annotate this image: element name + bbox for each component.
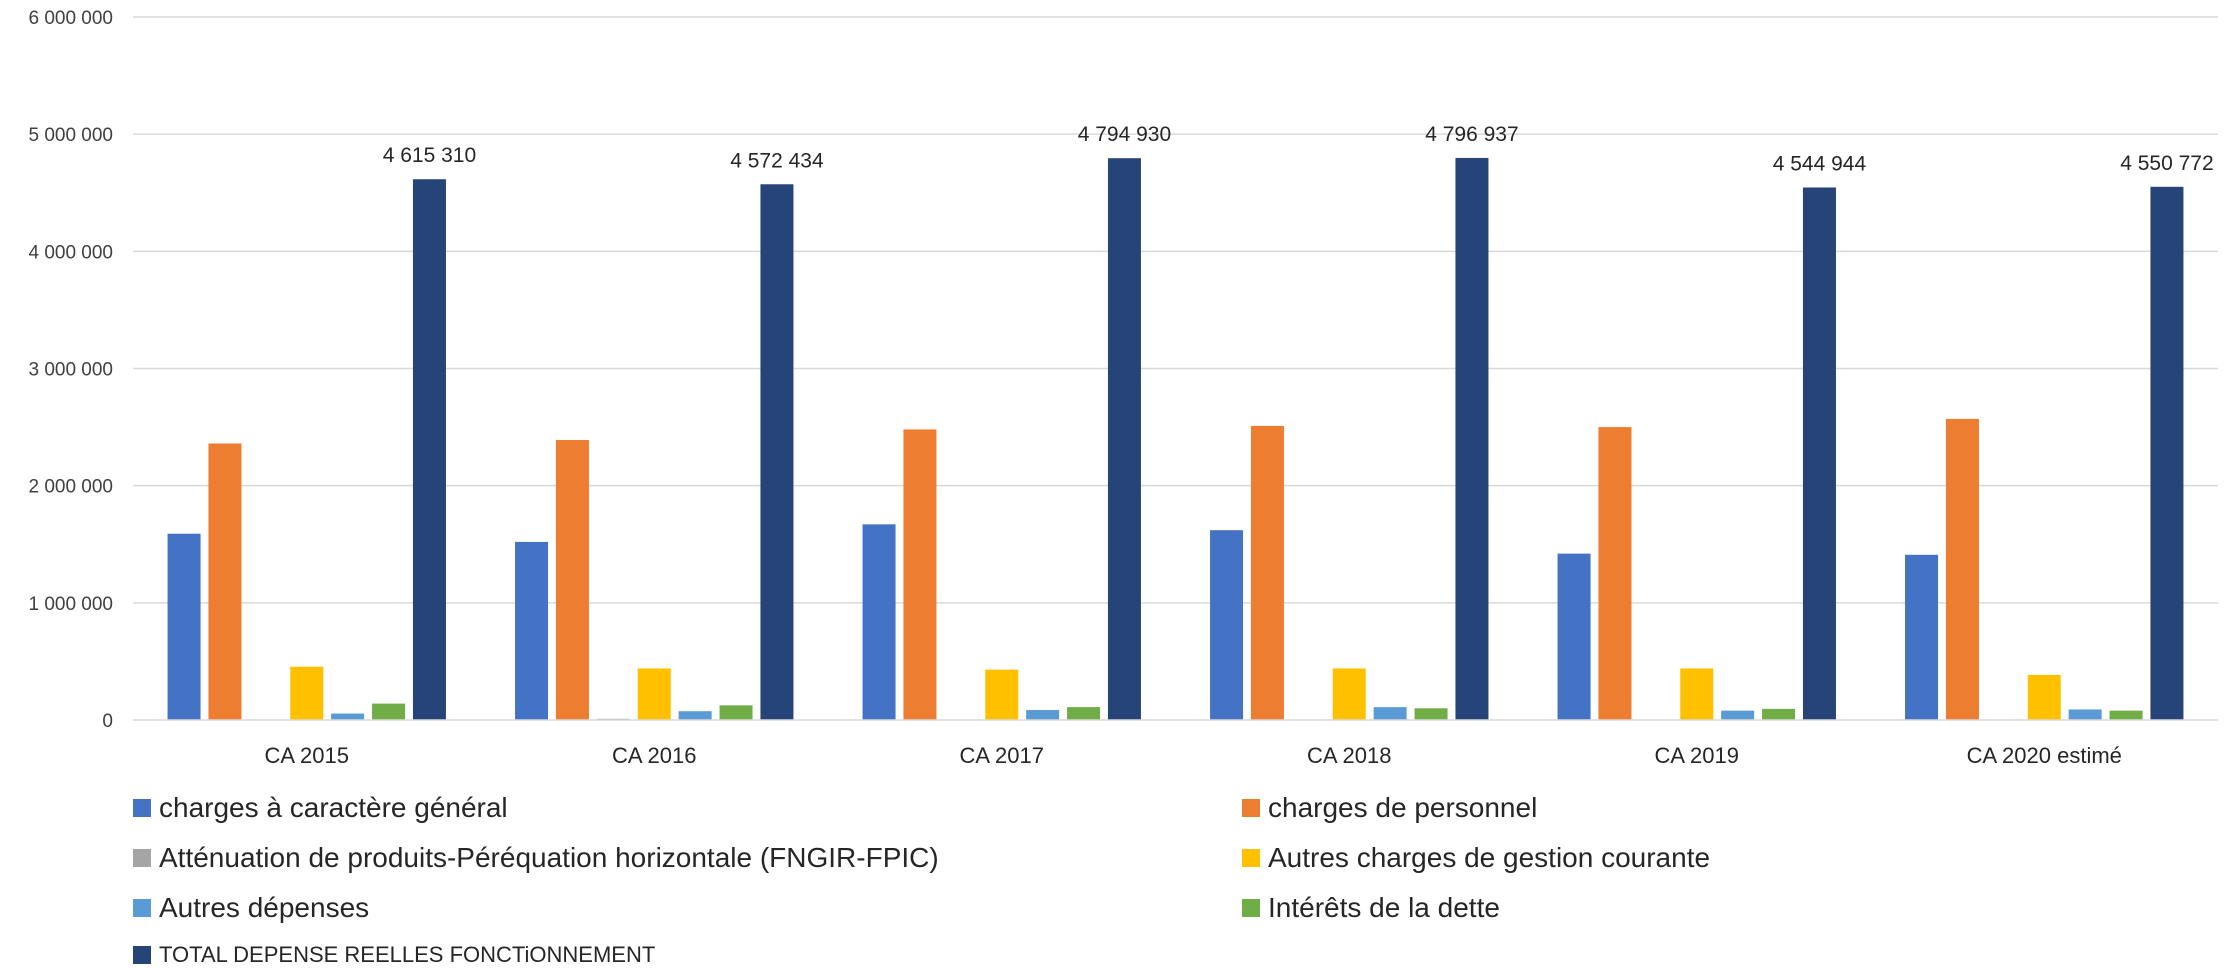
- data-label: 4 796 937: [1425, 123, 1518, 146]
- bar-5-3: [1026, 710, 1059, 720]
- bar-7-5: [1803, 187, 1836, 720]
- y-tick-label: 0: [102, 711, 113, 732]
- data-label: 4 572 434: [730, 149, 824, 172]
- bar-2-1: [208, 443, 241, 720]
- bar-4-2: [638, 668, 671, 720]
- x-category-label: CA 2017: [960, 743, 1044, 768]
- y-tick-label: 5 000 000: [28, 125, 113, 146]
- x-category-label: CA 2020 estimé: [1967, 743, 2122, 768]
- bar-4-4: [1333, 668, 1366, 720]
- bar-7-4: [1455, 158, 1488, 720]
- bar-7-2: [760, 184, 793, 720]
- bar-5-6: [2069, 709, 2102, 720]
- data-label: 4 544 944: [1773, 152, 1867, 175]
- x-category-label: CA 2015: [265, 743, 349, 768]
- bar-6-2: [720, 705, 753, 720]
- bar-5-4: [1374, 707, 1407, 720]
- bar-6-6: [2110, 711, 2143, 720]
- bar-4-1: [290, 667, 323, 720]
- bar-7-1: [413, 179, 446, 720]
- y-tick-label: 6 000 000: [28, 8, 113, 29]
- y-tick-label: 4 000 000: [28, 242, 113, 263]
- y-tick-label: 3 000 000: [28, 360, 113, 381]
- bar-5-5: [1721, 711, 1754, 720]
- bar-1-6: [1905, 555, 1938, 720]
- y-tick-label: 1 000 000: [28, 594, 113, 615]
- bar-2-5: [1598, 427, 1631, 720]
- bar-6-1: [372, 704, 405, 720]
- bar-2-4: [1251, 426, 1284, 720]
- bar-2-2: [556, 440, 589, 720]
- bar-6-4: [1415, 708, 1448, 720]
- bar-1-3: [863, 524, 896, 720]
- data-label: 4 794 930: [1078, 123, 1171, 146]
- x-axis-categories: CA 2015 CA 2016 CA 2017 CA 2018 CA 2019 CA 20…: [265, 743, 2122, 768]
- bar-4-3: [985, 670, 1018, 720]
- bar-1-2: [515, 542, 548, 720]
- bar-1-4: [1210, 530, 1243, 720]
- bar-1-5: [1558, 554, 1591, 720]
- bar-5-1: [331, 714, 364, 720]
- bar-2-6: [1946, 419, 1979, 720]
- bar-4-5: [1680, 668, 1713, 720]
- y-tick-label: 2 000 000: [28, 477, 113, 498]
- x-category-label: CA 2019: [1655, 743, 1739, 768]
- bar-4-6: [2028, 675, 2061, 720]
- data-label: 4 615 310: [383, 144, 476, 167]
- bar-6-3: [1067, 707, 1100, 720]
- x-category-label: CA 2016: [612, 743, 696, 768]
- bar-2-3: [903, 429, 936, 720]
- bars: [168, 158, 2184, 720]
- y-axis-ticks: 0 1 000 000 2 000 000 3 000 000 4 000 000 5 0…: [28, 8, 113, 732]
- bar-5-2: [679, 711, 712, 720]
- bar-6-5: [1762, 709, 1795, 720]
- bar-1-1: [168, 534, 201, 720]
- data-labels: 4 615 310 4 572 434 4 794 930 4 796 937 4 54…: [383, 123, 2214, 176]
- x-category-label: CA 2018: [1307, 743, 1391, 768]
- bar-7-6: [2150, 187, 2183, 720]
- bar-7-3: [1108, 158, 1141, 720]
- data-label: 4 550 772: [2120, 152, 2213, 175]
